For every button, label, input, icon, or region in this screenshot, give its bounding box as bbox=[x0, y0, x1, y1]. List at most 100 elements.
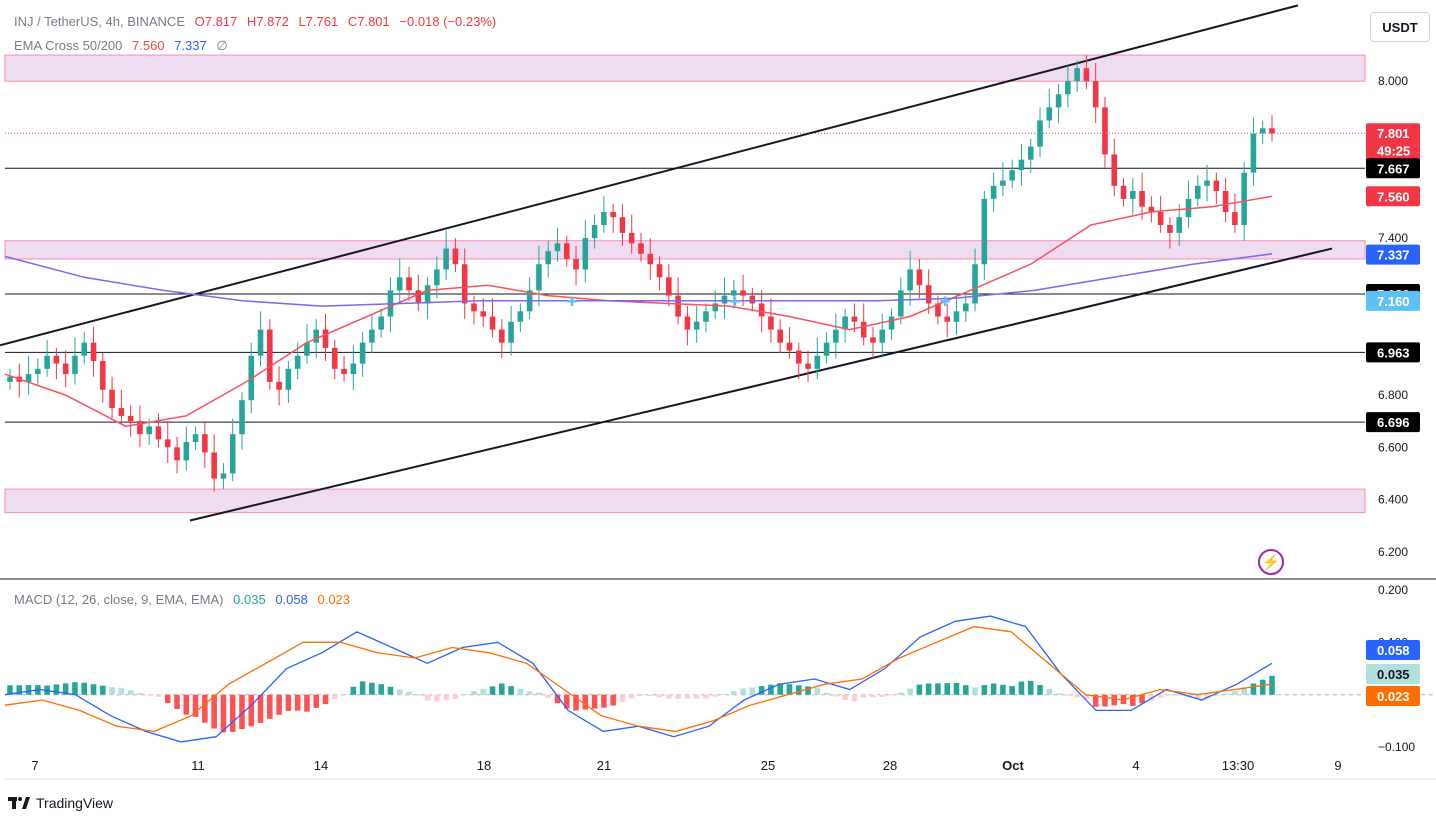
candle-body bbox=[953, 311, 960, 322]
candle-body bbox=[805, 363, 811, 369]
candle-body bbox=[192, 434, 199, 443]
macd-hist-value: 0.035 bbox=[233, 592, 266, 607]
candle-body bbox=[155, 426, 162, 440]
candle-body bbox=[1204, 180, 1210, 186]
price-tick-label: 6.600 bbox=[1378, 440, 1408, 454]
ohlc-open: O7.817 bbox=[194, 14, 238, 29]
candle-body bbox=[1065, 81, 1071, 95]
symbol-title: INJ / TetherUS, 4h, BINANCE bbox=[14, 14, 185, 29]
candle-body bbox=[109, 389, 115, 409]
candle-body bbox=[693, 321, 700, 330]
macd-histogram-bar bbox=[962, 685, 969, 695]
macd-histogram-bar bbox=[944, 683, 951, 695]
macd-histogram-bar bbox=[1176, 694, 1182, 696]
macd-histogram-bar bbox=[712, 694, 719, 697]
time-tick-label: 28 bbox=[883, 758, 897, 773]
hide-icon[interactable]: ∅ bbox=[216, 38, 228, 53]
price-label-text: 7.801 bbox=[1377, 126, 1410, 141]
candle-body bbox=[90, 342, 97, 361]
macd-histogram-bar bbox=[721, 693, 728, 695]
macd-histogram-bar bbox=[1213, 694, 1220, 696]
macd-histogram-bar bbox=[7, 685, 13, 695]
macd-histogram-bar bbox=[517, 688, 524, 695]
macd-histogram-bar bbox=[25, 685, 32, 695]
candle-body bbox=[1139, 191, 1145, 207]
candle-body bbox=[267, 329, 273, 382]
candle-body bbox=[1148, 206, 1155, 212]
candle-body bbox=[127, 415, 134, 422]
ema50-line bbox=[4, 195, 1273, 428]
candle-body bbox=[1241, 172, 1247, 226]
candle-body bbox=[823, 342, 830, 356]
tradingview-logo-icon bbox=[8, 797, 30, 809]
lightning-icon[interactable]: ⚡ bbox=[1258, 549, 1284, 575]
macd-histogram-bar bbox=[16, 685, 23, 695]
candle-body bbox=[1250, 133, 1257, 173]
candle-body bbox=[703, 311, 709, 322]
candle-body bbox=[331, 347, 338, 369]
macd-histogram-bar bbox=[508, 686, 514, 695]
macd-label-text: 0.023 bbox=[1377, 689, 1410, 704]
time-tick-label: 11 bbox=[191, 758, 205, 773]
cross-marker-icon: ✚ bbox=[730, 294, 741, 309]
macd-histogram-bar bbox=[53, 684, 60, 695]
macd-label-box bbox=[1366, 640, 1420, 660]
candle-body bbox=[220, 473, 227, 479]
macd-label-text: 0.035 bbox=[1377, 667, 1410, 682]
candle-body bbox=[944, 316, 951, 322]
candle-body bbox=[749, 295, 756, 304]
macd-histogram-bar bbox=[331, 694, 338, 700]
macd-histogram-bar bbox=[777, 683, 783, 695]
candle-body bbox=[322, 329, 329, 348]
macd-histogram-bar bbox=[248, 694, 255, 727]
macd-legend[interactable]: MACD (12, 26, close, 9, EMA, EMA) 0.035 … bbox=[14, 592, 356, 607]
footer[interactable]: TradingView bbox=[8, 795, 113, 811]
price-label-box bbox=[1366, 244, 1420, 265]
time-tick-label: 18 bbox=[477, 758, 491, 773]
macd-histogram-bar bbox=[842, 694, 848, 701]
candle-body bbox=[406, 277, 412, 291]
candle-body bbox=[870, 337, 876, 343]
candle-body bbox=[1102, 107, 1108, 155]
candle-body bbox=[888, 316, 895, 330]
macd-histogram-bar bbox=[1130, 694, 1136, 706]
candle-body bbox=[81, 342, 88, 356]
candle-body bbox=[907, 269, 913, 291]
macd-histogram-bar bbox=[582, 694, 589, 710]
candle-body bbox=[795, 350, 802, 364]
macd-histogram-bar bbox=[749, 687, 756, 695]
ohlc-close: C7.801 bbox=[347, 14, 390, 29]
macd-histogram-bar bbox=[378, 684, 384, 695]
macd-histogram-bar bbox=[164, 694, 171, 703]
macd-histogram-bar bbox=[554, 694, 561, 704]
candle-body bbox=[1027, 146, 1034, 160]
candle-body bbox=[619, 217, 626, 233]
macd-histogram-bar bbox=[127, 690, 134, 695]
candle-body bbox=[1167, 225, 1173, 233]
candle-body bbox=[536, 264, 542, 291]
supply-demand-zone bbox=[4, 488, 1366, 514]
macd-histogram-bar bbox=[563, 694, 570, 709]
time-tick-label: 4 bbox=[1132, 758, 1139, 773]
cross-marker-icon: ✚ bbox=[567, 294, 578, 309]
currency-button[interactable]: USDT bbox=[1370, 12, 1430, 42]
candle-body bbox=[935, 303, 941, 317]
price-label-text: 6.696 bbox=[1377, 415, 1410, 430]
ema50-value: 7.560 bbox=[132, 38, 165, 53]
ema-legend[interactable]: EMA Cross 50/200 7.560 7.337 ∅ bbox=[14, 38, 234, 54]
macd-histogram-bar bbox=[434, 694, 440, 702]
candle-body bbox=[758, 303, 765, 317]
candle-body bbox=[183, 442, 190, 461]
candle-body bbox=[434, 269, 440, 286]
cross-marker-icon: ✚ bbox=[940, 294, 951, 309]
macd-histogram-bar bbox=[396, 689, 403, 695]
macd-label-box bbox=[1366, 686, 1420, 706]
candle-body bbox=[396, 277, 403, 291]
candle-body bbox=[563, 243, 570, 260]
ohlc-change: −0.018 (−0.23%) bbox=[399, 14, 497, 29]
macd-histogram-bar bbox=[155, 694, 162, 697]
macd-histogram-bar bbox=[192, 694, 199, 717]
macd-histogram-bar bbox=[925, 683, 932, 695]
price-label-box bbox=[1366, 186, 1420, 207]
